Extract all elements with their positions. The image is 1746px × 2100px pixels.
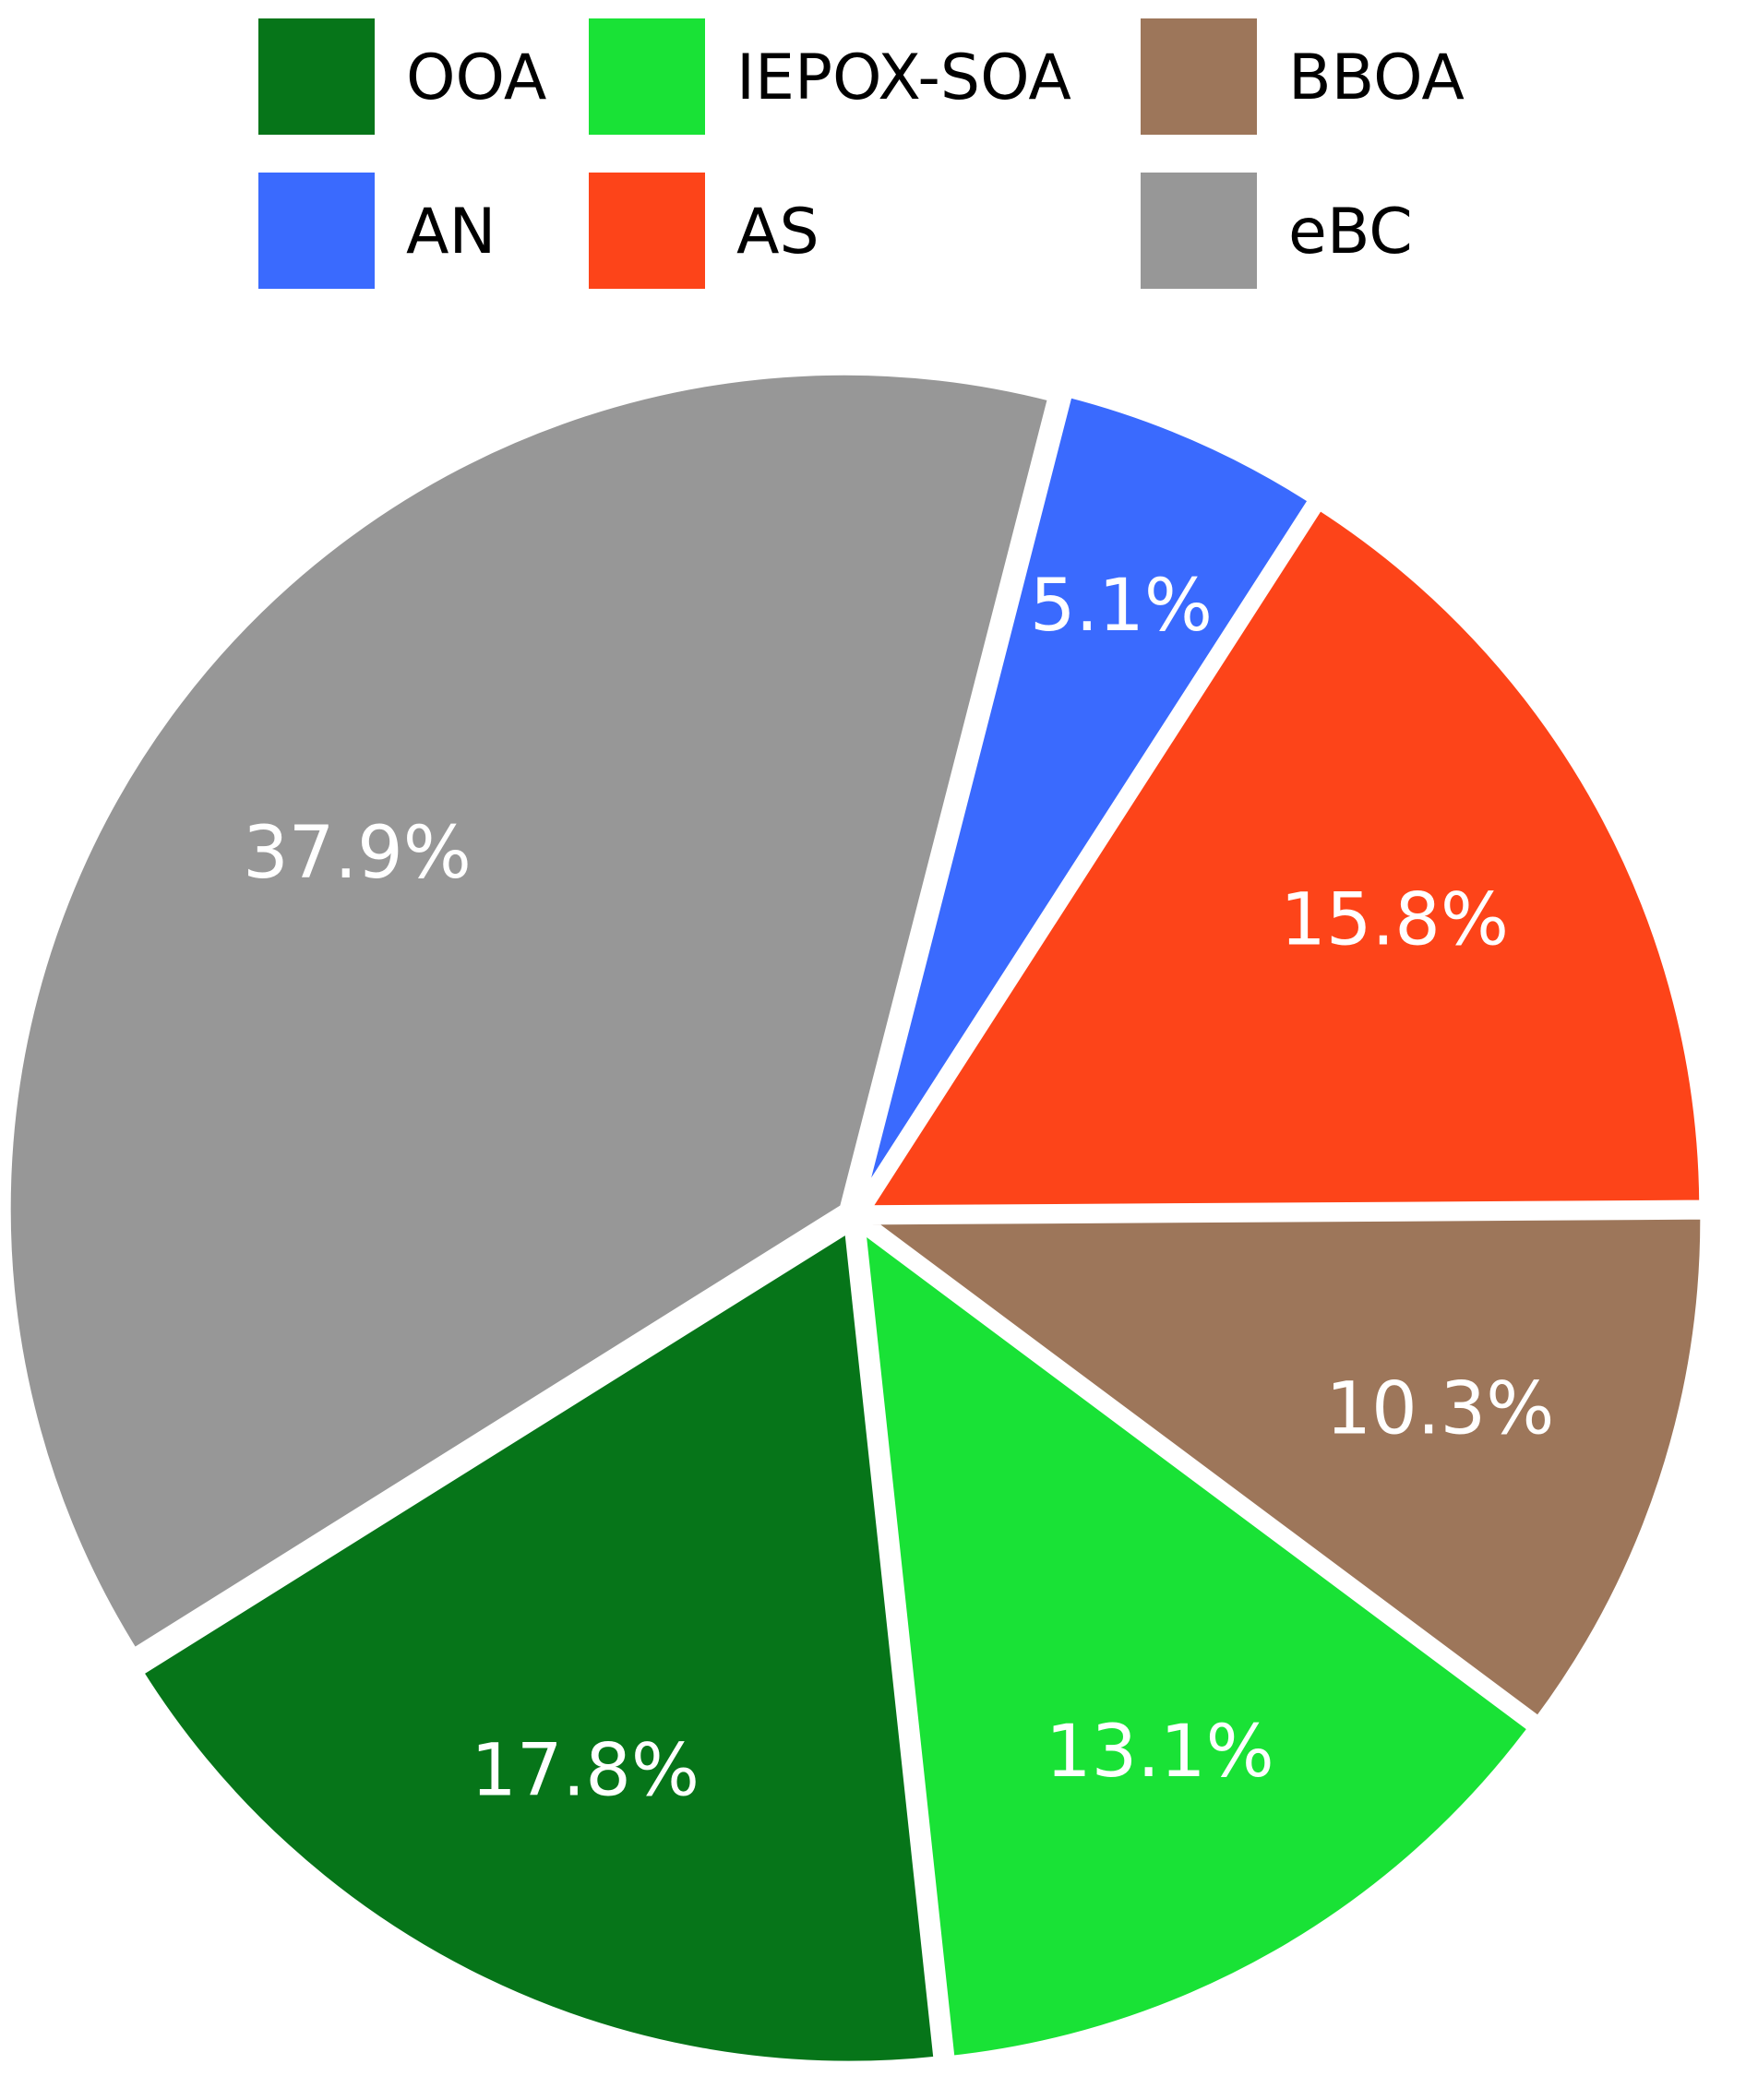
pie-slice-an xyxy=(855,388,1318,1210)
pie-slice-as xyxy=(861,500,1709,1215)
legend: OOA IEPOX-SOA BBOA AN AS eBC xyxy=(258,18,1465,289)
slice-label-iepox-soa: 13.1% xyxy=(1046,1711,1274,1794)
legend-swatch-ebc xyxy=(1141,173,1257,289)
legend-swatch-as xyxy=(589,173,705,289)
legend-swatch-iepox-soa xyxy=(589,18,705,135)
pie-slices xyxy=(1,365,1710,2070)
pie-slice-ebc xyxy=(1,365,1058,1658)
slice-label-bboa: 10.3% xyxy=(1326,1367,1555,1450)
legend-label-ebc: eBC xyxy=(1288,196,1413,268)
slice-label-as: 15.8% xyxy=(1280,878,1509,961)
slice-labels: 5.1% 15.8% 10.3% 13.1% 17.8% 37.9% xyxy=(243,565,1554,1813)
legend-swatch-an xyxy=(258,173,375,289)
legend-label-iepox-soa: IEPOX-SOA xyxy=(736,42,1071,114)
legend-label-ooa: OOA xyxy=(406,42,546,114)
pie-slice-ooa xyxy=(134,1223,943,2070)
pie-slice-iepox-soa xyxy=(855,1223,1537,2065)
slice-label-an: 5.1% xyxy=(1030,565,1213,648)
slice-label-ooa: 17.8% xyxy=(471,1730,700,1813)
legend-swatch-ooa xyxy=(258,18,375,135)
legend-label-bboa: BBOA xyxy=(1288,42,1465,114)
legend-label-as: AS xyxy=(736,196,819,268)
legend-label-an: AN xyxy=(406,196,496,268)
pie-slice-bboa xyxy=(862,1210,1710,1726)
legend-swatch-bboa xyxy=(1141,18,1257,135)
slice-label-ebc: 37.9% xyxy=(243,812,472,895)
